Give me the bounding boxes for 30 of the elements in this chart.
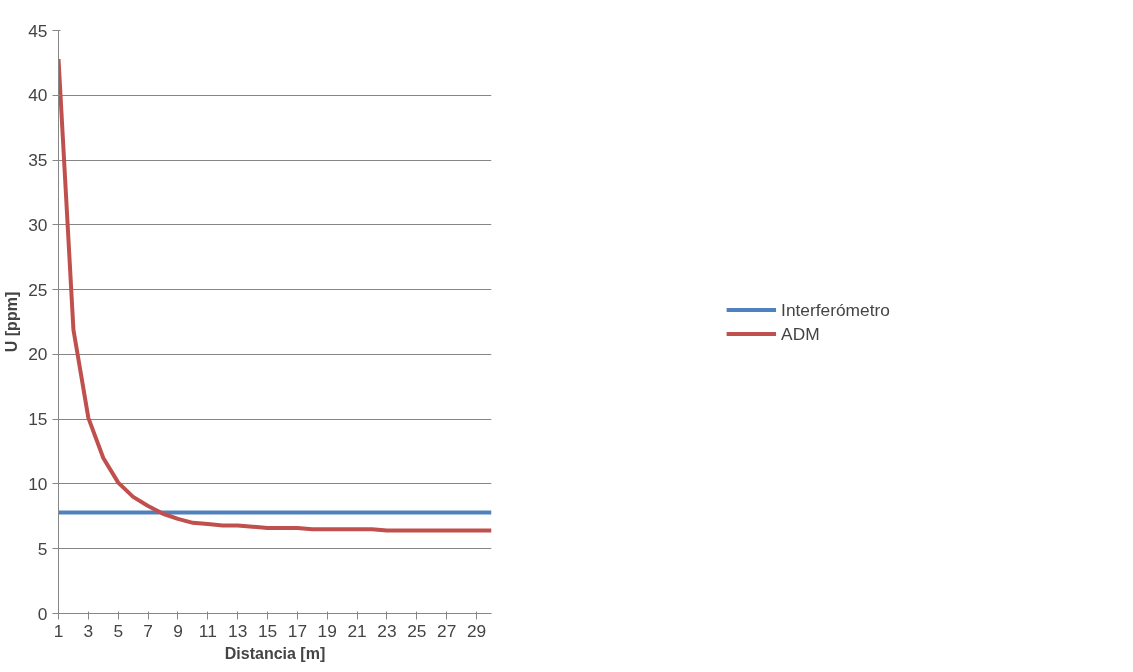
y-tick-label: 10 [28, 473, 48, 494]
x-tick-label: 13 [228, 620, 248, 641]
x-tick-label: 23 [377, 620, 397, 641]
y-tick-label: 5 [37, 538, 48, 559]
legend-label: Interferómetro [781, 299, 890, 320]
x-tick-label: 25 [407, 620, 427, 641]
x-tick-label: 7 [143, 620, 153, 641]
x-tick-label: 9 [173, 620, 183, 641]
y-axis-title: U [ppm] [3, 291, 21, 353]
x-tick-label: 1 [53, 620, 64, 641]
y-tick-label: 35 [28, 150, 48, 171]
legend-label: ADM [781, 323, 820, 344]
x-axis-title: Distancia [m] [224, 644, 326, 662]
line-series [58, 57, 492, 533]
y-tick-label: 45 [28, 20, 48, 41]
x-tick-label: 29 [466, 620, 487, 641]
x-tick-label: 5 [113, 620, 124, 641]
y-tick-label: 25 [28, 279, 48, 300]
x-tick-label: 17 [287, 620, 308, 641]
y-tick-label: 20 [28, 344, 48, 365]
x-tick-label: 15 [257, 620, 278, 641]
y-tick-label: 0 [37, 603, 48, 624]
y-tick-label: 30 [28, 214, 48, 235]
x-tick-label: 19 [317, 620, 337, 641]
y-tick-label: 15 [28, 409, 48, 430]
x-tick-label: 21 [347, 620, 367, 641]
x-tick-label: 27 [437, 620, 457, 641]
x-tick-label: 3 [83, 620, 94, 641]
y-tick-label: 40 [28, 85, 48, 106]
x-tick-label: 11 [198, 620, 217, 641]
